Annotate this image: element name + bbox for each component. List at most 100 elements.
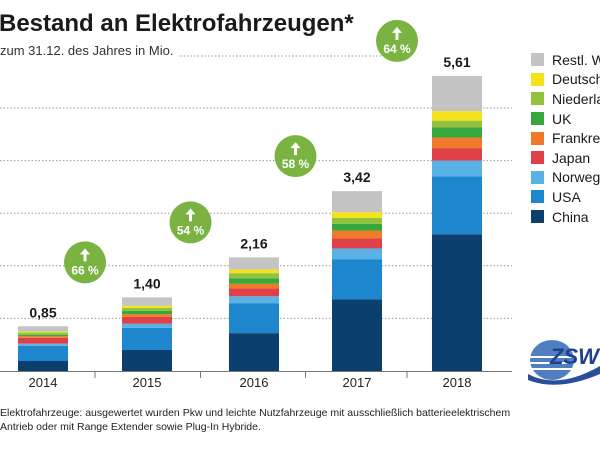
bar-segment-japan <box>332 238 382 249</box>
legend-swatch <box>531 190 544 204</box>
bar-segment-uk <box>122 311 172 315</box>
bar-segment-china <box>432 234 482 371</box>
legend-swatch <box>531 53 544 67</box>
bar-segment-restl-w <box>122 297 172 306</box>
bar-segment-uk <box>432 127 482 138</box>
bar-segment-uk <box>229 278 279 284</box>
growth-badge <box>64 241 106 284</box>
bar-segment-restl-w <box>18 326 68 332</box>
legend-swatch <box>531 92 544 106</box>
legend-item: Niederla <box>531 89 600 109</box>
bar-segment-frankre <box>229 283 279 289</box>
chart-title: Bestand an Elektrofahrzeugen* <box>0 10 354 37</box>
arrow-up-icon <box>185 208 196 222</box>
bar-segment-norweg <box>229 296 279 304</box>
bar-segment-deutsch <box>229 269 279 274</box>
legend-label: Deutsch <box>552 71 600 88</box>
bar-segment-niederla <box>229 273 279 279</box>
x-tick-label: 2015 <box>133 375 162 390</box>
growth-badge <box>376 19 418 62</box>
bar-segment-norweg <box>432 160 482 177</box>
bar-segment-norweg <box>18 343 68 346</box>
bar-segment-usa <box>122 327 172 350</box>
bar-segment-japan <box>122 316 172 324</box>
x-tick-label: 2014 <box>29 375 58 390</box>
legend-label: Japan <box>552 149 591 166</box>
total-label: 1,40 <box>133 275 160 291</box>
x-tick-label: 2017 <box>343 375 372 390</box>
legend-item: Deutsch <box>531 70 600 90</box>
svg-text:ZSW: ZSW <box>549 344 600 369</box>
bar-segment-restl-w <box>432 75 482 112</box>
growth-badge <box>169 201 212 244</box>
growth-badge <box>274 135 317 178</box>
bar-segment-frankre <box>18 336 68 338</box>
arrow-up-icon <box>290 142 301 156</box>
footnote: Elektrofahrzeuge: ausgewertet wurden Pkw… <box>0 406 510 434</box>
legend-swatch <box>531 151 544 165</box>
bar-segment-usa <box>332 259 382 300</box>
legend-item: Restl. W <box>531 50 600 70</box>
total-label: 3,42 <box>343 169 370 185</box>
total-label: 0,85 <box>29 304 56 320</box>
x-tick-label: 2018 <box>443 375 472 390</box>
legend-item: Norweg <box>531 168 600 188</box>
legend-label: USA <box>552 188 581 205</box>
chart-subtitle: zum 31.12. des Jahres in Mio. <box>0 43 174 58</box>
growth-label: 54 % <box>177 223 205 237</box>
legend-label: Norweg <box>552 169 600 186</box>
bar-segment-uk <box>18 334 68 337</box>
legend: Restl. W Deutsch Niederla UK Frankre Japan Nor… <box>531 50 600 226</box>
bar-segment-deutsch <box>432 111 482 121</box>
bar-segment-niederla <box>432 120 482 128</box>
growth-label: 58 % <box>282 157 310 171</box>
bar-segment-restl-w <box>332 191 382 213</box>
legend-label: China <box>552 208 589 225</box>
bar-segment-frankre <box>122 314 172 317</box>
legend-swatch <box>531 210 544 224</box>
legend-swatch <box>531 170 544 184</box>
legend-label: Restl. W <box>552 51 600 68</box>
bar-segment-norweg <box>332 248 382 260</box>
bar-segment-niederla <box>332 217 382 224</box>
bar-segment-frankre <box>332 230 382 239</box>
bar-segment-japan <box>229 288 279 297</box>
legend-item: Frankre <box>531 128 600 148</box>
bar-segment-japan <box>432 148 482 161</box>
bar-segment-uk <box>332 223 382 231</box>
legend-swatch <box>531 72 544 86</box>
bar-segment-usa <box>18 345 68 362</box>
growth-label: 66 % <box>71 263 99 277</box>
legend-label: Niederla <box>552 90 600 107</box>
bar-segment-frankre <box>432 137 482 149</box>
bar-segment-deutsch <box>122 305 172 308</box>
bar-segment-china <box>122 349 172 371</box>
bar-segment-norweg <box>122 323 172 328</box>
footnote-line: Elektrofahrzeuge: ausgewertet wurden Pkw… <box>0 407 511 419</box>
legend-item: China <box>531 207 600 227</box>
bar-segment-deutsch <box>332 212 382 218</box>
legend-label: UK <box>552 110 572 127</box>
bar-segment-japan <box>18 337 68 344</box>
growth-label: 64 % <box>383 42 411 56</box>
legend-swatch <box>531 112 544 126</box>
bar-segment-restl-w <box>229 257 279 270</box>
bar-segment-china <box>332 299 382 371</box>
bar-segment-niederla <box>122 307 172 312</box>
bar-segment-china <box>229 333 279 371</box>
footnote-line: Antrieb oder mit Range Extender sowie Pl… <box>0 421 261 433</box>
legend-item: Japan <box>531 148 600 168</box>
total-label: 2,16 <box>240 235 267 251</box>
bar-segment-usa <box>229 303 279 334</box>
bar-segment-china <box>18 361 68 371</box>
bar-segment-deutsch <box>18 331 68 333</box>
bar-segment-niederla <box>18 332 68 335</box>
arrow-up-icon <box>392 26 402 40</box>
zsw-logo: ZSW <box>528 340 600 385</box>
legend-swatch <box>531 131 544 145</box>
arrow-up-icon <box>80 248 90 262</box>
total-label: 5,61 <box>443 54 470 70</box>
legend-label: Frankre <box>552 130 600 147</box>
legend-item: USA <box>531 187 600 207</box>
